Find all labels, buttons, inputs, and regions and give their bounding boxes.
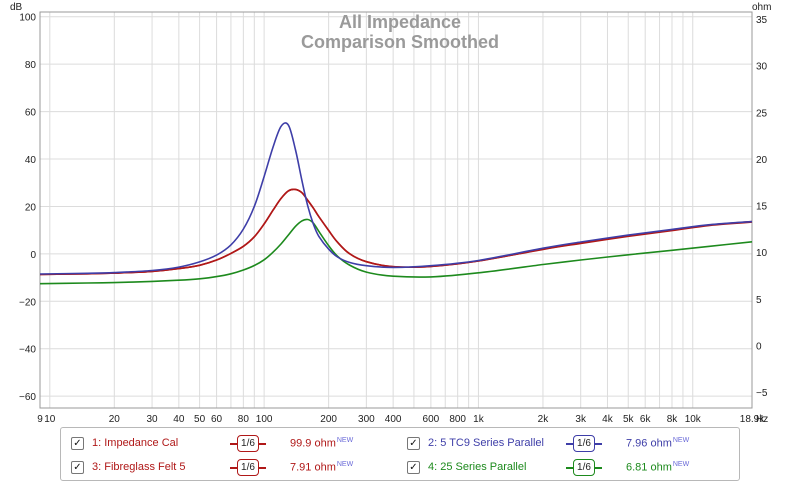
smoothing-control[interactable]: 1/6 [230,458,266,476]
y-right-tick-label: 20 [756,155,768,166]
x-tick-label: 1k [473,414,485,425]
right-axis-unit: ohm [752,2,771,13]
visibility-checkbox[interactable]: ✓ [407,460,420,474]
smoothing-control[interactable]: 1/6 [566,434,602,452]
x-tick-label: 60 [211,414,223,425]
left-axis-unit: dB [10,2,23,13]
x-tick-label: 10 [44,414,56,425]
series-layer [39,122,753,285]
x-tick-label: 30 [146,414,158,425]
y-right-tick-label: 30 [756,62,768,73]
tick-labels: 9 10 20 30 40 50 60 80 100 200 300 400 600 800 1k 2k 3k 4… [19,13,768,425]
y-right-tick-label: 25 [756,108,768,119]
chart-subtitle: Comparison Smoothed [301,32,499,52]
y-left-tick-label: 100 [19,13,36,24]
x-tick-label: 9 [37,414,43,425]
x-tick-label: 200 [320,414,337,425]
series-line-4-25-series-parallel [39,218,753,285]
new-badge: NEW [336,460,354,468]
series-value: 7.96 ohmNEW [626,437,689,450]
x-tick-label: 5k [623,414,635,425]
x-tick-label: 100 [256,414,273,425]
y-right-tick-label: 35 [756,15,768,26]
smoothing-label: 1/6 [573,458,595,476]
smoothing-label: 1/6 [237,434,259,452]
smoothing-control[interactable]: 1/6 [566,458,602,476]
y-left-tick-label: −20 [19,297,36,308]
legend-item-fibreglass-felt-5: ✓ 3: Fibreglass Felt 5 1/6 7.91 ohmNEW [71,456,353,478]
grid-lines [39,12,752,408]
value-text: 6.81 ohm [626,461,672,474]
y-right-tick-label: −5 [756,388,768,399]
y-left-tick-label: 60 [25,108,37,119]
y-right-tick-label: 10 [756,248,768,259]
x-tick-label: 300 [358,414,375,425]
series-value: 6.81 ohmNEW [626,461,689,474]
legend-item-25-series-parallel: ✓ 4: 25 Series Parallel 1/6 6.81 ohmNEW [407,456,689,478]
x-tick-label: 3k [575,414,587,425]
x-tick-label: 8k [667,414,679,425]
x-axis-unit: Hz [756,414,768,425]
y-right-tick-label: 5 [756,295,762,306]
y-left-tick-label: −60 [19,392,36,403]
x-tick-label: 40 [173,414,185,425]
legend-item-impedance-cal: ✓ 1: Impedance Cal 1/6 99.9 ohmNEW [71,432,353,454]
series-name: 1: Impedance Cal [92,437,179,449]
visibility-checkbox[interactable]: ✓ [71,436,84,450]
series-line-2-5-tc9-series-parallel [39,122,753,275]
value-text: 7.96 ohm [626,437,672,450]
y-left-tick-label: 0 [30,250,36,261]
smoothing-label: 1/6 [237,458,259,476]
x-tick-label: 400 [385,414,402,425]
visibility-checkbox[interactable]: ✓ [407,436,420,450]
impedance-chart: dB ohm Hz 9 10 20 30 40 50 60 80 100 200 300 400 600… [10,2,771,425]
legend-item-5-tc9-series-parallel: ✓ 2: 5 TC9 Series Parallel 1/6 7.96 ohmN… [407,432,689,454]
series-value: 99.9 ohmNEW [290,437,353,450]
value-text: 7.91 ohm [290,461,336,474]
y-right-tick-label: 0 [756,341,762,352]
x-tick-label: 2k [538,414,550,425]
legend-panel: ✓ 1: Impedance Cal 1/6 99.9 ohmNEW ✓ 2: … [60,427,740,481]
series-name: 3: Fibreglass Felt 5 [92,461,186,473]
smoothing-label: 1/6 [573,434,595,452]
series-name: 2: 5 TC9 Series Parallel [428,437,544,449]
x-tick-label: 18.9k [740,414,765,425]
series-name: 4: 25 Series Parallel [428,461,527,473]
x-tick-label: 10k [685,414,702,425]
new-badge: NEW [672,460,690,468]
x-tick-label: 6k [640,414,652,425]
chart-title: All Impedance [339,12,461,32]
y-left-tick-label: 20 [25,202,37,213]
plot-frame [39,11,753,409]
smoothing-control[interactable]: 1/6 [230,434,266,452]
y-right-tick-label: 15 [756,202,768,213]
x-tick-label: 50 [194,414,206,425]
x-tick-label: 4k [602,414,614,425]
x-tick-label: 20 [109,414,121,425]
x-tick-label: 600 [423,414,440,425]
new-badge: NEW [672,436,690,444]
x-tick-label: 800 [449,414,466,425]
y-left-tick-label: 80 [25,60,37,71]
new-badge: NEW [336,436,354,444]
value-text: 99.9 ohm [290,437,336,450]
y-left-tick-label: −40 [19,345,36,356]
visibility-checkbox[interactable]: ✓ [71,460,84,474]
x-tick-label: 80 [238,414,250,425]
y-left-tick-label: 40 [25,155,37,166]
series-value: 7.91 ohmNEW [290,461,353,474]
